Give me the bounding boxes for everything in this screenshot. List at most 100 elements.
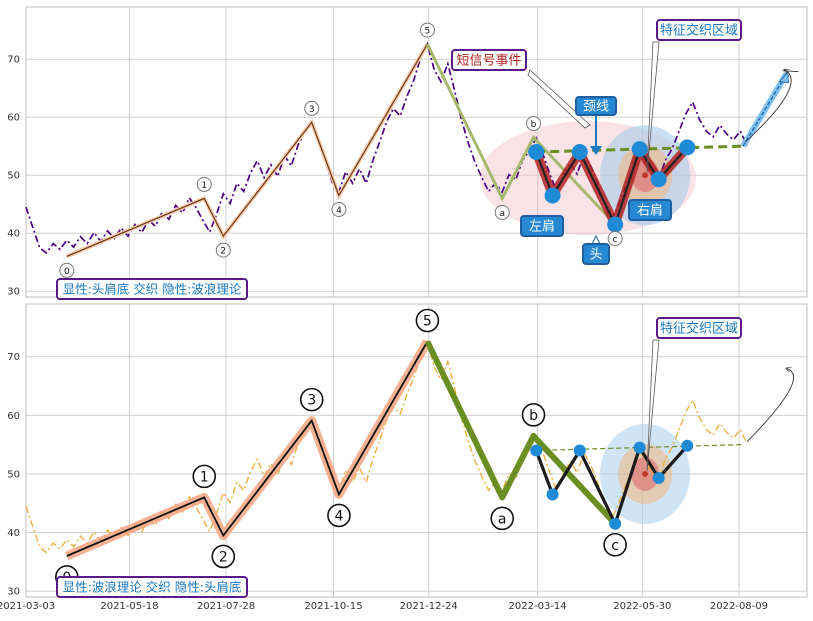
short-signal-pointer [527, 69, 591, 129]
callout-neckline: 颈线 [583, 100, 609, 115]
callout-box-feature_zone [656, 317, 742, 339]
callout-box-right_shoulder [628, 199, 672, 221]
wave-label-circle [304, 100, 320, 116]
wave-label-1: 1 [201, 181, 207, 191]
pattern-point-marker [544, 187, 561, 204]
feature-zone-pointer [646, 339, 660, 471]
panel-2: 3040506070012345abc特征交织区域显性:波浪理论 交织 隐性:头… [7, 303, 808, 598]
wave-label-circle [215, 242, 231, 258]
panel-annotation: 显性:波浪理论 交织 隐性:头肩底 [63, 580, 242, 595]
callout-box-left_shoulder [520, 215, 564, 237]
wave-label-circle [521, 403, 546, 427]
pattern-point-marker [681, 439, 694, 452]
callout-short_signal: 短信号事件 [456, 54, 521, 69]
wave-label-circle [419, 22, 435, 38]
callout-feature_zone: 特征交织区域 [660, 23, 738, 39]
x-tick-label: 2021-12-24 [400, 601, 458, 612]
pattern-point-marker [652, 472, 665, 485]
x-tick-label: 2021-10-15 [304, 601, 362, 612]
wave-label-c: c [611, 538, 619, 554]
y-tick-label: 50 [7, 469, 20, 480]
wave-label-circle [192, 464, 217, 489]
forecast-head [778, 70, 790, 84]
callout-box-feature_zone [656, 19, 742, 41]
x-tick-label: 2021-03-03 [0, 601, 55, 612]
plot-frame [25, 6, 808, 298]
wave-label-circle [526, 116, 542, 131]
pattern-point-marker [571, 144, 588, 160]
y-tick-label: 30 [7, 287, 20, 298]
wave-label-circle [494, 204, 510, 220]
y-tick-label: 70 [7, 352, 20, 363]
y-tick-label: 30 [7, 587, 20, 598]
wave-label-circle [607, 231, 623, 246]
wave-label-b: b [531, 120, 537, 130]
feature-zone-pointer [646, 41, 660, 173]
wave-label-circle [415, 308, 440, 333]
y-tick-label: 70 [7, 55, 20, 66]
pattern-point-marker [679, 139, 696, 156]
wave-label-0: 0 [64, 267, 70, 277]
wave-label-3: 3 [307, 393, 316, 409]
y-tick-label: 60 [7, 113, 20, 124]
callout-feature_zone: 特征交织区域 [660, 321, 738, 337]
wave-label-circle [299, 387, 324, 412]
wave-label-circle [490, 506, 515, 531]
feature-zone-center [642, 470, 649, 477]
x-tick-label: 2022-05-30 [613, 601, 671, 612]
panel-annotation: 显性:头肩底 交织 隐性:波浪理论 [63, 282, 242, 297]
feature-zone-center [642, 172, 649, 179]
wave-label-circle [331, 202, 347, 217]
pattern-point-marker [530, 444, 543, 457]
forecast-curve-arrow [744, 70, 792, 143]
wave-label-circle [211, 544, 236, 569]
wave-label-5: 5 [423, 314, 432, 330]
callout-left_shoulder: 左肩 [529, 219, 555, 235]
wave-label-b: b [529, 408, 538, 424]
pattern-point-marker [573, 444, 586, 457]
x-tick-label: 2021-05-18 [100, 601, 158, 612]
plot-frame [25, 303, 808, 598]
wave-label-a: a [499, 209, 505, 219]
wave-label-1: 1 [200, 469, 209, 485]
wave-label-5: 5 [425, 27, 431, 37]
panel-annotation-box [56, 576, 248, 598]
y-tick-label: 40 [7, 229, 20, 240]
head-pointer [591, 234, 601, 245]
wave-impulse-band [65, 339, 432, 561]
callout-box-neckline [575, 96, 617, 116]
pattern-point-marker [607, 216, 624, 233]
x-tick-label: 2021-07-28 [197, 601, 255, 612]
pattern-point-marker [633, 441, 646, 454]
neckline-pointer-head [590, 146, 602, 155]
wave-label-circle [327, 503, 351, 528]
wave-label-2: 2 [220, 247, 226, 257]
x-tick-label: 2022-08-09 [710, 601, 768, 612]
wave-corrective-line [424, 340, 618, 526]
callout-head: 头 [589, 248, 602, 263]
wave-impulse-band [66, 43, 430, 259]
callout-right_shoulder: 右肩 [637, 203, 663, 219]
pattern-point-marker [528, 144, 545, 160]
wave-label-a: a [498, 511, 507, 527]
callout-box-short_signal [451, 49, 527, 71]
pattern-point-marker [546, 488, 559, 501]
pattern-point-marker [609, 517, 622, 530]
wave-label-circle [196, 176, 212, 192]
wave-impulse-line [66, 341, 429, 557]
pattern-point-marker [631, 141, 648, 158]
x-tick-label: 2022-03-14 [509, 601, 567, 612]
neckline-line [536, 444, 744, 452]
forecast-line [742, 73, 788, 147]
wave-corrective-line [426, 43, 617, 226]
wave-label-circle [603, 532, 627, 557]
wave-label-4: 4 [334, 508, 343, 524]
wave-label-3: 3 [309, 105, 315, 115]
wave-label-4: 4 [336, 206, 342, 216]
wave-label-2: 2 [219, 549, 228, 565]
forecast-tick [782, 70, 799, 73]
wave-label-circle [59, 262, 75, 278]
wave-impulse-line [66, 43, 428, 257]
